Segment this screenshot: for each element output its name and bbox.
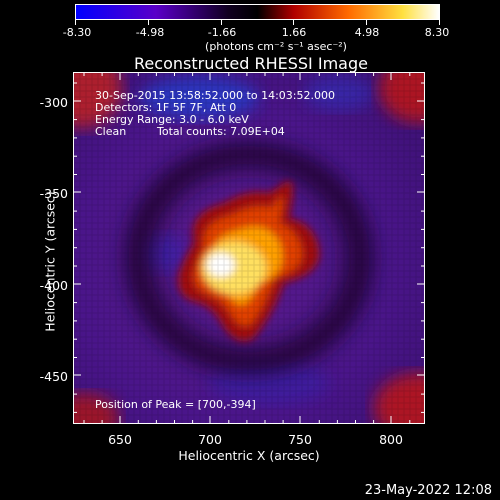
time-range-text: 30-Sep-2015 13:58:52.000 to 14:03:52.000 [95, 89, 335, 102]
x-tick-label: 700 [198, 432, 222, 447]
colorbar-tick-label: 8.30 [424, 26, 450, 39]
detectors-text: Detectors: 1F 5F 7F, Att 0 [95, 101, 237, 114]
y-tick-label: -350 [39, 186, 68, 201]
energy-range-text: Energy Range: 3.0 - 6.0 keV [95, 113, 249, 126]
x-tick-label: 800 [379, 432, 403, 447]
colorbar [75, 4, 440, 20]
x-tick-label: 650 [108, 432, 132, 447]
colorbar-tick-label: -4.98 [135, 26, 165, 39]
method-text: Clean [95, 125, 127, 138]
colorbar-tick-label: -1.66 [207, 26, 237, 39]
colorbar-unit-label: (photons cm⁻² s⁻¹ asec⁻²) [205, 40, 347, 53]
x-axis-label: Heliocentric X (arcsec) [178, 448, 320, 463]
rhessi-image [74, 73, 424, 423]
peak-position-text: Position of Peak = [700,-394] [95, 398, 256, 411]
image-plot: 30-Sep-2015 13:58:52.000 to 14:03:52.000… [73, 72, 425, 424]
colorbar-tick-label: -8.30 [62, 26, 92, 39]
timestamp: 23-May-2022 12:08 [364, 483, 492, 498]
y-axis-label: Heliocentric Y (arcsec) [42, 191, 58, 332]
total-counts-text: Total counts: 7.09E+04 [157, 125, 285, 138]
x-tick-label: 750 [288, 432, 312, 447]
colorbar-tick-label: 1.66 [281, 26, 307, 39]
y-tick-label: -400 [39, 278, 68, 293]
y-tick-label: -300 [39, 95, 68, 110]
y-tick-label: -450 [39, 369, 68, 384]
plot-title: Reconstructed RHESSI Image [134, 54, 368, 73]
colorbar-tick-label: 4.98 [354, 26, 380, 39]
